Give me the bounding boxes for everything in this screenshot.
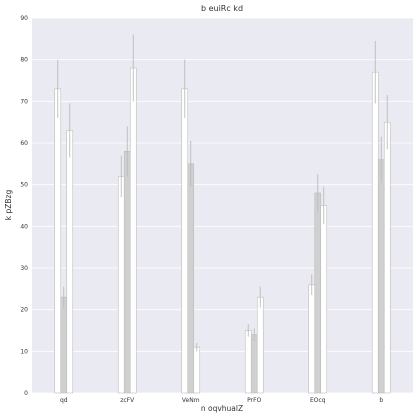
x-tick-label: VeNm — [182, 397, 200, 404]
grid-lines — [32, 17, 413, 394]
bar-qd-2 — [66, 130, 74, 394]
y-tick-label: 20 — [20, 307, 28, 314]
bar-b-0 — [371, 71, 379, 394]
y-tick-label: 80 — [20, 57, 28, 64]
x-tick-label: PrFO — [247, 397, 261, 404]
bar-VeNm-2 — [193, 346, 201, 394]
y-axis-ticks: 0 10 20 30 40 50 60 70 80 90 — [20, 15, 28, 397]
x-axis-ticks: qd zcFV VeNm PrFO EOcq b — [60, 397, 383, 404]
y-tick-label: 10 — [20, 348, 28, 355]
bar-zcFV-0 — [117, 176, 125, 394]
y-tick-label: 50 — [20, 182, 28, 189]
bar-EOcq-0 — [308, 284, 316, 394]
bar-PrFO-0 — [244, 330, 252, 394]
y-tick-label: 90 — [20, 15, 28, 22]
bar-b-1 — [377, 159, 385, 394]
bar-EOcq-1 — [314, 192, 322, 394]
bar-zcFV-2 — [129, 67, 137, 394]
y-axis-label: k pZBzg — [4, 190, 13, 221]
bar-VeNm-1 — [187, 163, 195, 394]
plot-area — [32, 18, 413, 393]
bar-EOcq-2 — [320, 205, 328, 394]
y-tick-label: 40 — [20, 223, 28, 230]
bar-b-2 — [383, 121, 391, 394]
bar-VeNm-0 — [181, 88, 189, 394]
x-tick-label: qd — [60, 397, 68, 404]
bar-zcFV-1 — [123, 151, 131, 394]
y-tick-label: 70 — [20, 98, 28, 105]
chart-title: b euiRc kd — [201, 4, 243, 13]
y-tick-label: 0 — [24, 390, 28, 397]
bar-PrFO-2 — [256, 296, 264, 394]
bar-qd-1 — [60, 296, 68, 394]
y-tick-label: 30 — [20, 265, 28, 272]
bar-qd-0 — [54, 88, 62, 394]
x-tick-label: EOcq — [310, 397, 326, 404]
error-bars — [57, 34, 388, 352]
x-tick-label: b — [379, 397, 383, 404]
x-tick-label: zcFV — [120, 397, 135, 404]
x-axis-label: n oqvhualZ — [201, 404, 243, 413]
y-tick-label: 60 — [20, 140, 28, 147]
bar-PrFO-1 — [250, 334, 258, 394]
